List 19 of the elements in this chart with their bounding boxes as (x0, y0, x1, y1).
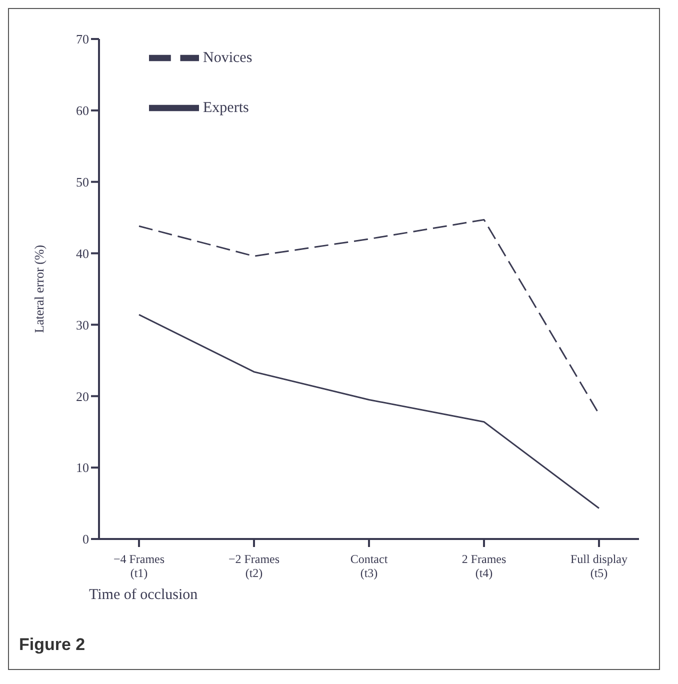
y-axis-title: Lateral error (%) (32, 244, 47, 334)
x-tick-label: −2 Frames (t2) (228, 552, 280, 580)
y-tick-label: 50 (76, 174, 89, 190)
x-tick-label: −4 Frames (t1) (113, 552, 165, 580)
y-tick-label: 0 (82, 532, 89, 547)
x-tick-label: Full display (t5) (570, 552, 628, 580)
y-tick-label: 30 (76, 317, 89, 332)
line-series (138, 314, 600, 510)
legend-label: Experts (203, 100, 249, 116)
y-tick-label: 10 (76, 460, 89, 476)
y-tick-label: 60 (76, 103, 89, 118)
x-tick-label: Contact (t3) (350, 552, 388, 580)
x-axis-title: Time of occlusion (89, 587, 198, 603)
y-tick-label: 70 (76, 32, 89, 47)
legend-label: Novices (203, 50, 252, 66)
y-tick-label: 40 (76, 246, 89, 261)
x-tick-label: 2 Frames (t4) (462, 552, 506, 580)
y-tick-label: 20 (76, 388, 89, 404)
text: Figure 2 (19, 635, 86, 655)
